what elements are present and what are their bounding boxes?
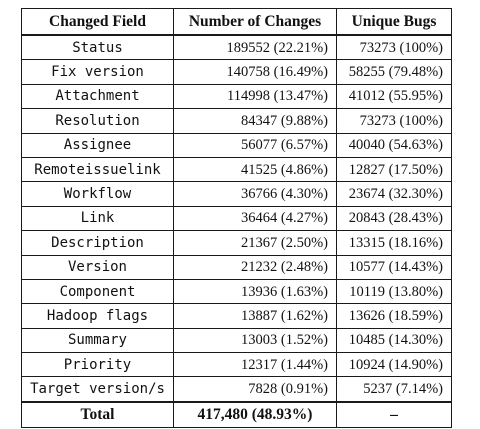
table-row: Priority 12317 (1.44%) 10924 (14.90%)	[21, 352, 452, 378]
unique-bugs-cell: 10577 (14.43%)	[336, 254, 452, 280]
unique-bugs-cell: 40040 (54.63%)	[336, 132, 452, 158]
table-row: Fix version 140758 (16.49%) 58255 (79.48…	[21, 59, 452, 85]
table-row: Version 21232 (2.48%) 10577 (14.43%)	[21, 254, 452, 280]
header-unique-bugs: Unique Bugs	[336, 8, 452, 36]
unique-bugs-cell: 13315 (18.16%)	[336, 230, 452, 256]
changes-cell: 56077 (6.57%)	[173, 132, 337, 158]
changes-cell: 84347 (9.88%)	[173, 108, 337, 134]
field-name-cell: Fix version	[21, 59, 174, 85]
changes-cell: 140758 (16.49%)	[173, 59, 337, 85]
unique-bugs-cell: 73273 (100%)	[336, 108, 452, 134]
unique-bugs-cell: 58255 (79.48%)	[336, 59, 452, 85]
table-row: Link 36464 (4.27%) 20843 (28.43%)	[21, 205, 452, 232]
unique-bugs-cell: 13626 (18.59%)	[336, 303, 452, 329]
unique-bugs-cell: 10485 (14.30%)	[336, 327, 452, 354]
field-name-cell: Target version/s	[21, 376, 174, 403]
unique-bugs-cell: 20843 (28.43%)	[336, 205, 452, 232]
table-row: Resolution 84347 (9.88%) 73273 (100%)	[21, 108, 452, 134]
field-name-cell: Link	[21, 205, 174, 232]
table-row: Status 189552 (22.21%) 73273 (100%)	[21, 34, 452, 61]
field-name-cell: Description	[21, 230, 174, 256]
table-row: Target version/s 7828 (0.91%) 5237 (7.14…	[21, 376, 452, 403]
field-name-cell: Version	[21, 254, 174, 280]
changed-fields-table: Changed Field Number of Changes Unique B…	[21, 8, 452, 428]
changes-cell: 13003 (1.52%)	[173, 327, 337, 354]
unique-bugs-cell: 12827 (17.50%)	[336, 156, 452, 183]
table-body: Status 189552 (22.21%) 73273 (100%) Fix …	[21, 34, 452, 428]
unique-bugs-cell: 73273 (100%)	[336, 34, 452, 61]
table-row: Assignee 56077 (6.57%) 40040 (54.63%)	[21, 132, 452, 158]
field-name-cell: Priority	[21, 352, 174, 378]
field-name-cell: Workflow	[21, 181, 174, 207]
unique-bugs-cell: 10119 (13.80%)	[336, 278, 452, 305]
table-row: Description 21367 (2.50%) 13315 (18.16%)	[21, 230, 452, 256]
unique-bugs-cell: 5237 (7.14%)	[336, 376, 452, 403]
unique-bugs-cell: 23674 (32.30%)	[336, 181, 452, 207]
field-name-cell: Assignee	[21, 132, 174, 158]
field-name-cell: Component	[21, 278, 174, 305]
total-row: Total 417,480 (48.93%) –	[21, 400, 452, 428]
unique-bugs-cell: 10924 (14.90%)	[336, 352, 452, 378]
table-row: Component 13936 (1.63%) 10119 (13.80%)	[21, 278, 452, 305]
field-name-cell: Remoteissuelink	[21, 156, 174, 183]
total-changes-cell: 417,480 (48.93%)	[173, 400, 337, 428]
changes-cell: 41525 (4.86%)	[173, 156, 337, 183]
field-name-cell: Summary	[21, 327, 174, 354]
table-row: Summary 13003 (1.52%) 10485 (14.30%)	[21, 327, 452, 354]
table-row: Hadoop flags 13887 (1.62%) 13626 (18.59%…	[21, 303, 452, 329]
changes-cell: 189552 (22.21%)	[173, 34, 337, 61]
table-row: Workflow 36766 (4.30%) 23674 (32.30%)	[21, 181, 452, 207]
unique-bugs-cell: 41012 (55.95%)	[336, 83, 452, 110]
changes-cell: 114998 (13.47%)	[173, 83, 337, 110]
changes-cell: 7828 (0.91%)	[173, 376, 337, 403]
field-name-cell: Resolution	[21, 108, 174, 134]
changes-cell: 21367 (2.50%)	[173, 230, 337, 256]
changes-cell: 36766 (4.30%)	[173, 181, 337, 207]
changes-cell: 21232 (2.48%)	[173, 254, 337, 280]
table-row: Attachment 114998 (13.47%) 41012 (55.95%…	[21, 83, 452, 110]
field-name-cell: Status	[21, 34, 174, 61]
changes-cell: 36464 (4.27%)	[173, 205, 337, 232]
header-row: Changed Field Number of Changes Unique B…	[21, 8, 452, 36]
changes-cell: 13936 (1.63%)	[173, 278, 337, 305]
table-row: Remoteissuelink 41525 (4.86%) 12827 (17.…	[21, 156, 452, 183]
total-unique-bugs-cell: –	[336, 400, 452, 428]
field-name-cell: Hadoop flags	[21, 303, 174, 329]
changes-cell: 12317 (1.44%)	[173, 352, 337, 378]
header-changed-field: Changed Field	[21, 8, 174, 36]
field-name-cell: Attachment	[21, 83, 174, 110]
changed-fields-table-container: Changed Field Number of Changes Unique B…	[21, 8, 452, 428]
changes-cell: 13887 (1.62%)	[173, 303, 337, 329]
total-label-cell: Total	[21, 400, 174, 428]
header-number-of-changes: Number of Changes	[173, 8, 337, 36]
